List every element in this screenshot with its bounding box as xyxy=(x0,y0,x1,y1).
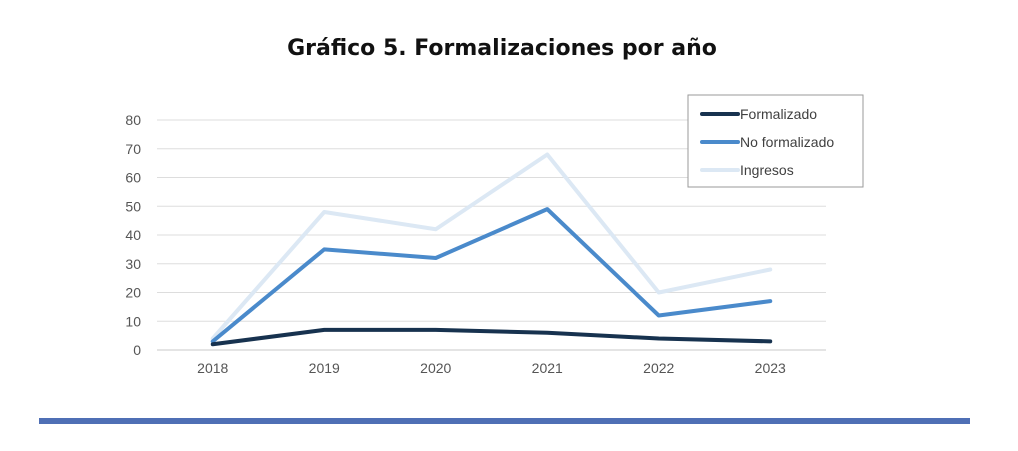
y-tick-label: 10 xyxy=(125,313,141,329)
y-tick-label: 40 xyxy=(125,227,141,243)
y-tick-label: 20 xyxy=(125,285,141,301)
y-tick-label: 70 xyxy=(125,141,141,157)
footer-divider-bar xyxy=(39,418,970,424)
x-tick-label: 2020 xyxy=(420,360,451,376)
x-axis-tick-labels: 2018 2019 2020 2021 2022 2023 xyxy=(197,360,786,376)
y-tick-label: 30 xyxy=(125,256,141,272)
x-tick-label: 2023 xyxy=(755,360,786,376)
y-axis-tick-labels: 0 10 20 30 40 50 60 70 80 xyxy=(125,112,141,358)
legend-label: Formalizado xyxy=(740,106,817,122)
series-line-formalizado xyxy=(210,327,773,347)
x-tick-label: 2021 xyxy=(532,360,563,376)
y-tick-label: 0 xyxy=(133,342,141,358)
series-lines xyxy=(210,152,773,347)
series-line-ingresos xyxy=(210,152,773,341)
legend: Formalizado No formalizado Ingresos xyxy=(687,94,864,188)
x-tick-label: 2019 xyxy=(309,360,340,376)
series-line-no-formalizado xyxy=(210,207,773,344)
y-tick-label: 50 xyxy=(125,198,141,214)
chart-title: Gráfico 5. Formalizaciones por año xyxy=(287,36,717,61)
y-tick-label: 80 xyxy=(125,112,141,128)
x-tick-label: 2022 xyxy=(643,360,674,376)
x-tick-label: 2018 xyxy=(197,360,228,376)
legend-label: Ingresos xyxy=(740,162,794,178)
y-tick-label: 60 xyxy=(125,170,141,186)
legend-label: No formalizado xyxy=(740,134,834,150)
